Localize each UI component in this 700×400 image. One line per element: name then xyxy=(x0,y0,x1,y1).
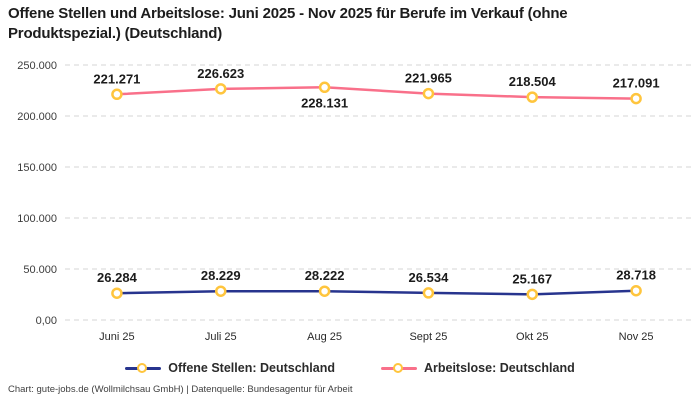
y-axis-tick-label: 100.000 xyxy=(17,213,57,225)
x-axis-tick-label: Nov 25 xyxy=(619,331,654,343)
y-axis-tick-label: 150.000 xyxy=(17,162,57,174)
data-point-label: 226.623 xyxy=(197,66,244,81)
y-axis-tick-label: 250.000 xyxy=(17,60,57,72)
data-point-marker[interactable] xyxy=(630,284,642,297)
x-axis-tick-label: Juni 25 xyxy=(99,331,134,343)
data-point-label: 28.718 xyxy=(616,268,656,283)
y-axis-tick-label: 50.000 xyxy=(23,264,57,276)
x-axis-tick-label: Sept 25 xyxy=(409,331,447,343)
chart-legend: Offene Stellen: Deutschland Arbeitslose:… xyxy=(0,361,700,375)
data-point-marker[interactable] xyxy=(111,88,123,101)
data-point-marker[interactable] xyxy=(215,83,227,95)
data-point-marker[interactable] xyxy=(318,81,331,94)
line-marker-swatch-icon xyxy=(380,362,417,373)
chart-title: Offene Stellen und Arbeitslose: Juni 202… xyxy=(8,5,568,42)
data-point-marker[interactable] xyxy=(526,288,538,301)
data-point-marker[interactable] xyxy=(526,91,538,103)
legend-label: Arbeitslose: Deutschland xyxy=(423,361,575,375)
data-point-marker[interactable] xyxy=(422,87,435,100)
data-point-label: 26.284 xyxy=(97,270,138,285)
legend-item-offene-stellen[interactable]: Offene Stellen: Deutschland xyxy=(125,361,335,375)
data-point-label: 221.271 xyxy=(93,71,140,86)
y-axis-tick-label: 200.000 xyxy=(17,111,57,123)
data-point-label: 28.229 xyxy=(201,268,241,283)
data-point-label: 217.091 xyxy=(613,76,660,91)
series-line xyxy=(115,86,638,100)
data-point-marker[interactable] xyxy=(318,285,331,297)
data-point-marker[interactable] xyxy=(215,285,227,297)
data-point-marker[interactable] xyxy=(111,287,123,299)
legend-item-arbeitslose[interactable]: Arbeitslose: Deutschland xyxy=(380,361,575,375)
x-axis-tick-label: Okt 25 xyxy=(516,331,548,343)
chart-source-attribution: Chart: gute-jobs.de (Wollmilchsau GmbH) … xyxy=(8,384,353,395)
data-point-marker[interactable] xyxy=(630,92,642,105)
series-line xyxy=(115,289,638,296)
data-point-marker[interactable] xyxy=(422,287,435,299)
x-axis-tick-label: Juli 25 xyxy=(205,331,237,343)
data-point-label: 221.965 xyxy=(405,71,452,86)
x-axis-tick-label: Aug 25 xyxy=(307,331,342,343)
data-point-label: 218.504 xyxy=(509,74,557,89)
legend-label: Offene Stellen: Deutschland xyxy=(168,361,335,375)
data-point-label: 25.167 xyxy=(512,271,552,286)
data-point-label: 26.534 xyxy=(409,270,450,285)
line-marker-swatch-icon xyxy=(125,362,162,373)
y-axis-tick-label: 0,00 xyxy=(36,315,57,327)
data-point-label: 28.222 xyxy=(305,268,345,283)
data-point-label: 228.131 xyxy=(301,95,348,110)
